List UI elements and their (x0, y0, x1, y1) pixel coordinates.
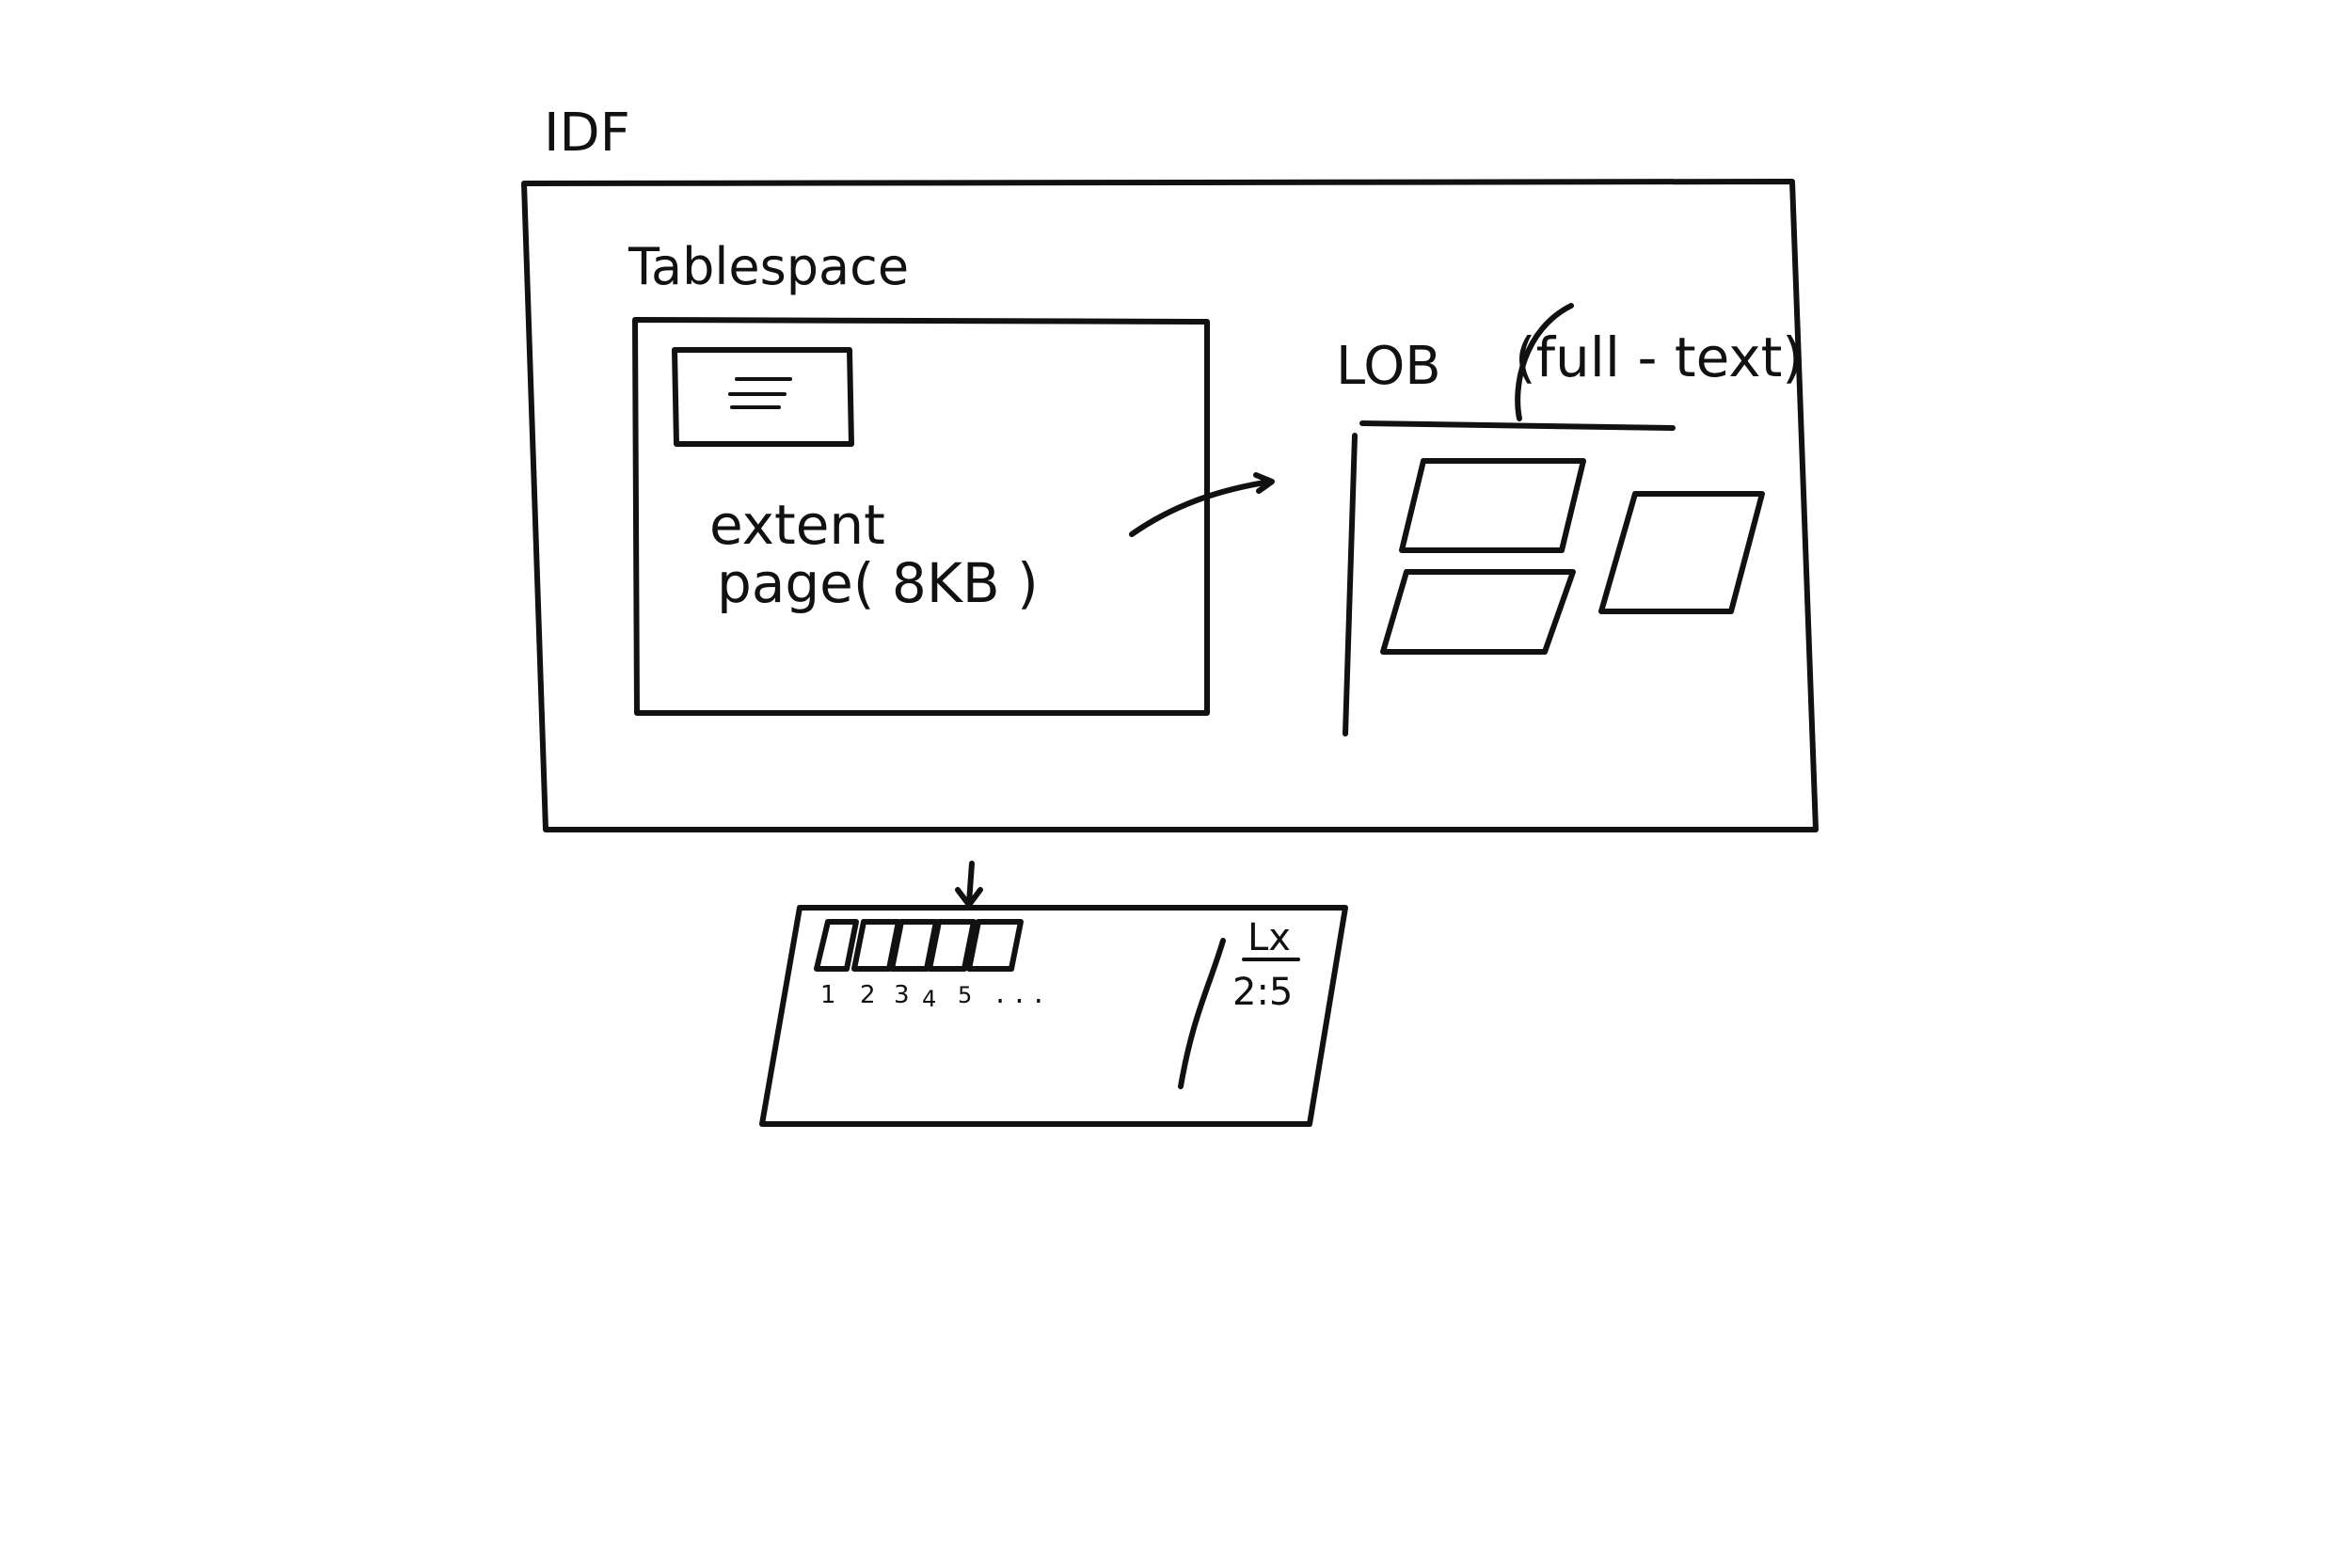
arrow-head (1253, 472, 1275, 494)
tablespace-label: Tablespace (628, 237, 909, 296)
tablespace-box (632, 317, 1210, 716)
ibd-label: IDF (544, 103, 630, 164)
page-number: 1 (820, 981, 836, 1009)
page-cell (814, 919, 859, 972)
divider (1178, 938, 1226, 1089)
ratio-label: 2:5 (1232, 971, 1293, 1014)
page-number: 4 (922, 986, 936, 1012)
page-cell (927, 919, 977, 972)
fulltext-stem (1515, 303, 1574, 421)
page-cell (966, 919, 1024, 972)
lob-bracket-top (1359, 420, 1676, 431)
lob-block (1598, 491, 1765, 614)
arrow-down (966, 861, 975, 906)
lob-block (1380, 569, 1576, 655)
fulltext-label: (full - text) (1515, 325, 1804, 389)
lob-bracket-left (1343, 433, 1358, 736)
arrow-to-lob (1129, 479, 1273, 537)
page-number: 2 (860, 981, 876, 1009)
page-size-label: page( 8KB ) (717, 551, 1039, 615)
extent-label: extent (709, 493, 885, 557)
page-number: 5 (958, 982, 972, 1008)
page-number: 3 (894, 981, 910, 1009)
page-box (672, 347, 854, 447)
page-number: . . . (995, 974, 1043, 1010)
extent-detail-box (759, 905, 1348, 1127)
lx-label: Lx (1248, 916, 1291, 959)
lob-label: LOB (1336, 336, 1441, 397)
lob-block (1399, 458, 1586, 553)
ibd-file-box (521, 179, 1819, 832)
